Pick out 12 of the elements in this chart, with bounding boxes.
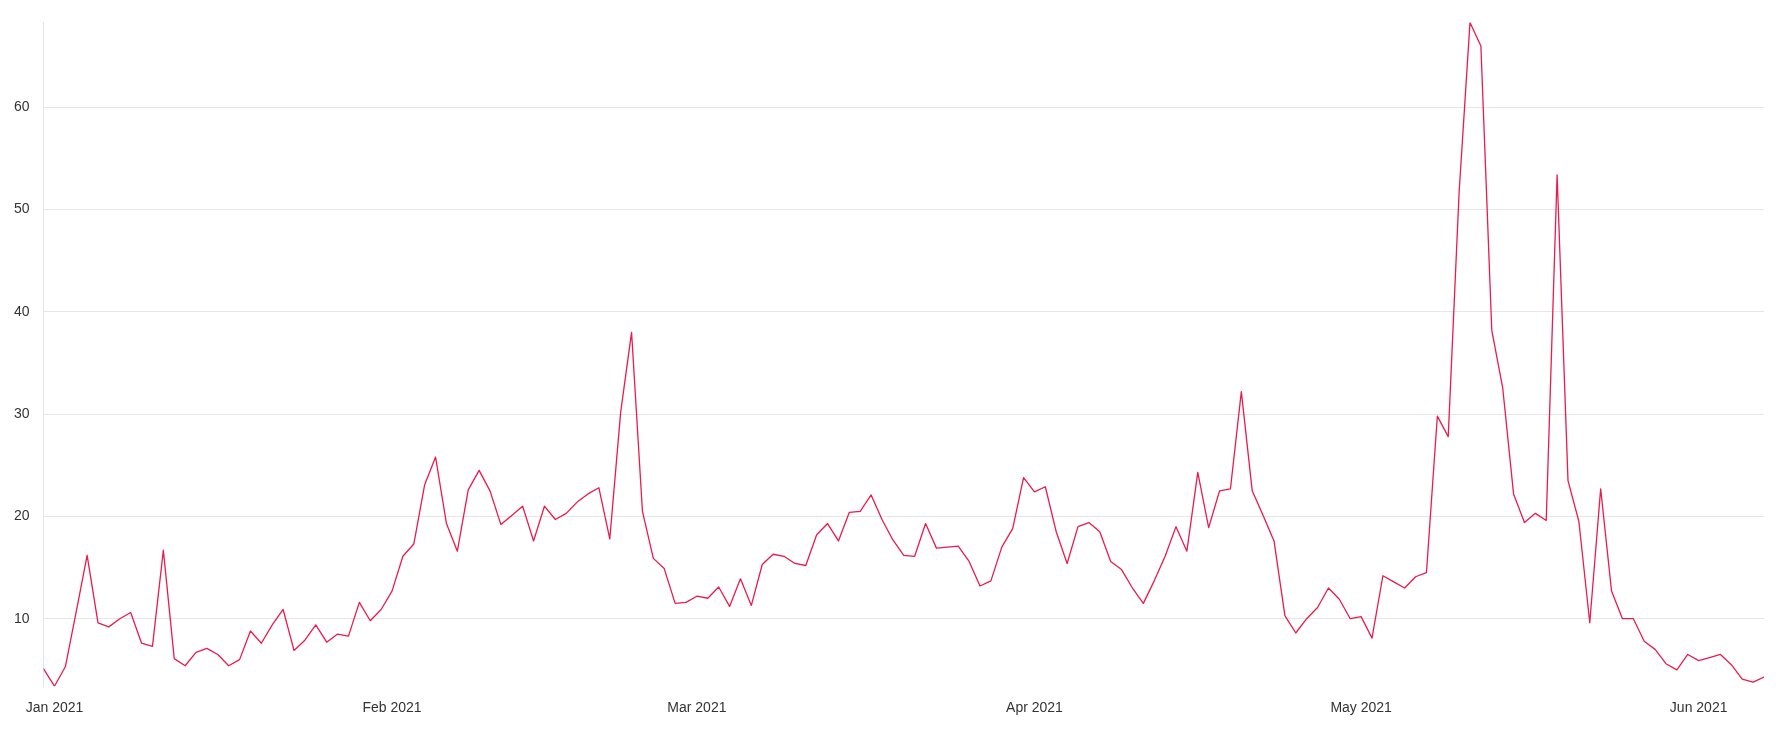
y-tick-label: 40 [13, 302, 30, 319]
y-tick-label: 50 [13, 200, 30, 217]
y-tick-label: 60 [13, 98, 30, 115]
x-tick-label: Feb 2021 [362, 699, 422, 716]
x-tick-label: Mar 2021 [667, 699, 727, 716]
y-tick-label: 30 [13, 404, 30, 421]
y-tick-label: 10 [13, 609, 30, 626]
x-tick-label: May 2021 [1330, 699, 1393, 716]
x-tick-label: Jun 2021 [1669, 699, 1728, 716]
x-tick-label: Apr 2021 [1006, 699, 1064, 716]
x-tick-label: Jan 2021 [25, 699, 84, 716]
y-tick-label: 20 [13, 507, 30, 524]
